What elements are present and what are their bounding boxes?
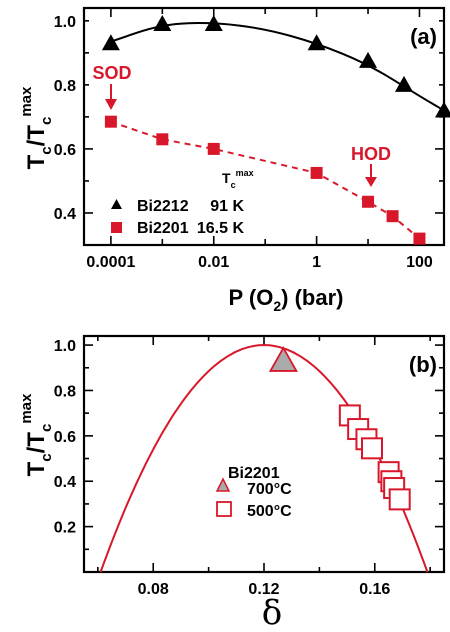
a-ytick-label: 0.6 <box>54 142 76 159</box>
a-xtick-label: 1 <box>312 254 321 271</box>
svg-text:Tc/Tcmax: Tc/Tcmax <box>18 393 55 476</box>
arrow-hod-head <box>365 177 377 187</box>
b-ytick-label: 0.2 <box>54 520 76 537</box>
legend-value-bi2201: 16.5 K <box>197 220 245 237</box>
panel-b-frame <box>82 334 446 574</box>
panel-b-marks <box>268 346 411 511</box>
panel-a-ylabel: Tc/Tcmax <box>18 86 55 169</box>
bi2201-point <box>413 232 426 245</box>
legend-label-700c: 700°C <box>247 481 292 498</box>
panel-b-tag: (b) <box>409 352 437 377</box>
bi2212-point <box>435 101 450 118</box>
panel-b-xlabel: δ <box>262 593 282 632</box>
legend-marker-500c <box>216 501 232 517</box>
bi2201-point <box>156 133 169 146</box>
annotation-hod: HOD <box>351 144 391 164</box>
b-ytick-label: 1.0 <box>54 338 76 355</box>
b-xtick-label: 0.16 <box>359 581 390 598</box>
bi2201-point <box>104 115 117 128</box>
bi2212-point <box>394 75 413 92</box>
a-ytick-label: 1.0 <box>54 14 76 31</box>
b-ytick-label: 0.4 <box>54 474 76 491</box>
legend-marker-bi2212 <box>111 199 122 209</box>
panel-a-marks <box>101 15 450 245</box>
bi2212-point <box>307 34 326 51</box>
panel-a-tag: (a) <box>410 24 437 49</box>
panel-b: 0.08 0.12 0.16 0.2 0.4 0.6 0.8 1.0 (b) δ Tc/Tcm… <box>18 334 446 632</box>
legend-marker-700c <box>215 477 231 492</box>
bi2201-point <box>310 166 323 179</box>
bi2201-point <box>386 210 399 223</box>
b-ytick-label: 0.6 <box>54 429 76 446</box>
legend-label-bi2201: Bi2201 <box>137 220 189 237</box>
a-ytick-label: 0.8 <box>54 78 76 95</box>
panel-a-frame <box>82 6 446 247</box>
legend-value-bi2212: 91 K <box>210 198 244 215</box>
legend-header-tc: Tcmax <box>222 168 254 190</box>
bi2201-point <box>207 142 220 155</box>
bi2212-point <box>359 51 378 68</box>
panel-a-ticks: 0.0001 0.01 1 100 0.4 0.6 0.8 1.0 <box>54 8 444 271</box>
legend-label-500c: 500°C <box>247 503 292 520</box>
panel-a: 0.0001 0.01 1 100 0.4 0.6 0.8 1.0 (a) P (O2) (b… <box>18 6 450 314</box>
b-xtick-label: 0.08 <box>138 581 169 598</box>
a-xtick-label: 100 <box>406 254 433 271</box>
legend-label-bi2212: Bi2212 <box>137 198 189 215</box>
bi2212-point <box>204 15 223 32</box>
a-xtick-label: 0.01 <box>198 254 229 271</box>
b-xtick-label: 0.12 <box>248 581 279 598</box>
arrow-sod-head <box>105 99 117 110</box>
point-500c <box>388 488 411 511</box>
svg-text:Tc/Tcmax: Tc/Tcmax <box>18 86 55 169</box>
point-700c <box>268 346 298 372</box>
panel-a-xlabel: P (O2) (bar) <box>229 285 344 314</box>
bi2212-point <box>101 34 120 51</box>
legend-header-bi2201: Bi2201 <box>228 465 280 482</box>
legend-marker-bi2201 <box>111 222 122 233</box>
panel-b-ylabel: Tc/Tcmax <box>18 393 55 476</box>
panel-b-ticks: 0.08 0.12 0.16 0.2 0.4 0.6 0.8 1.0 <box>54 336 444 598</box>
a-xtick-label: 0.0001 <box>86 254 135 271</box>
b-ytick-label: 0.8 <box>54 383 76 400</box>
a-ytick-label: 0.4 <box>54 206 76 223</box>
bi2212-fit-line <box>110 22 445 112</box>
annotation-sod: SOD <box>92 63 131 83</box>
point-500c <box>361 437 383 460</box>
bi2201-point <box>362 195 375 208</box>
bi2212-point <box>153 15 172 32</box>
